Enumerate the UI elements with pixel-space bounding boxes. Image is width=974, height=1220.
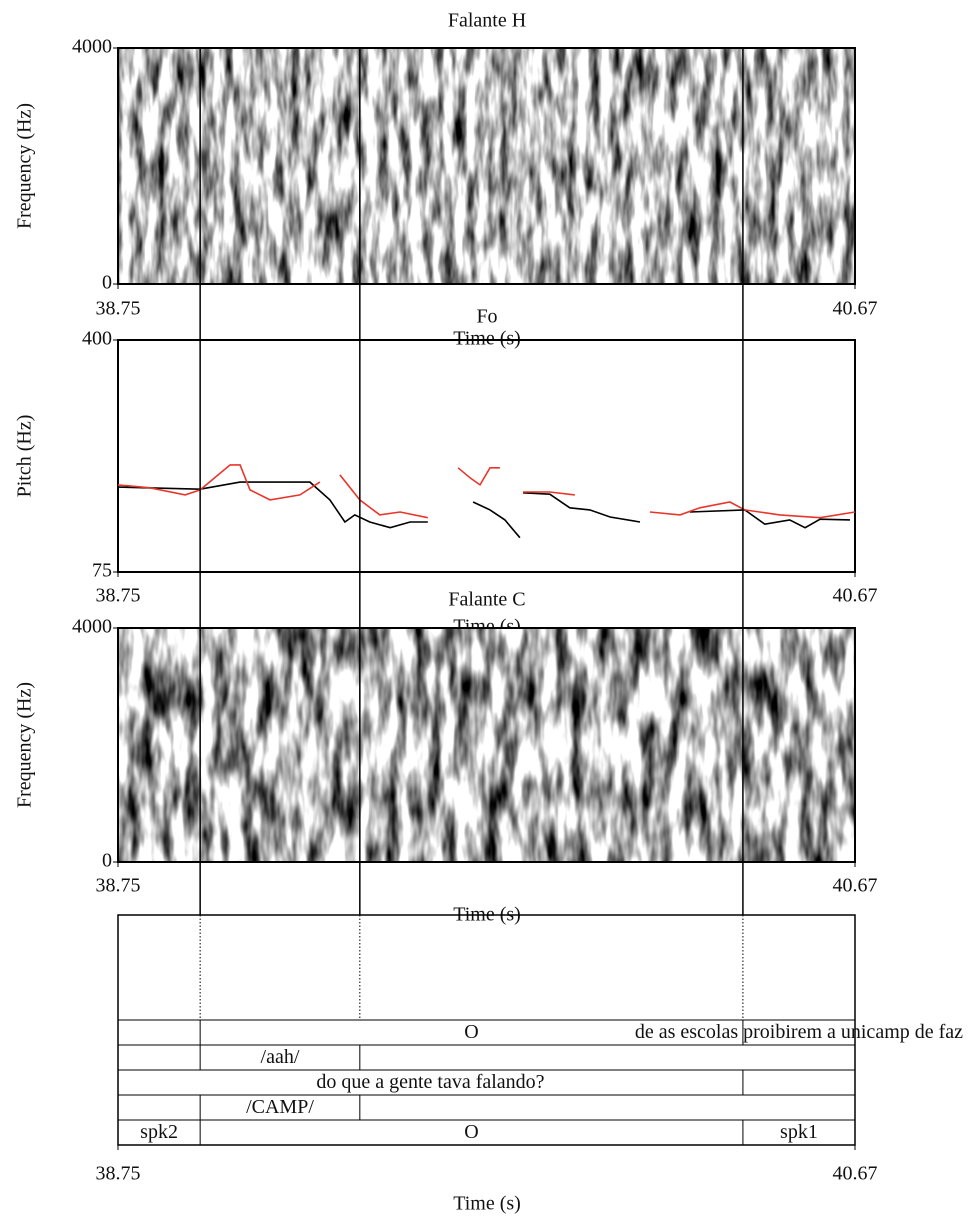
x-tick-label: 38.75 — [96, 298, 141, 320]
x-tick-label: 40.67 — [833, 585, 878, 607]
plot-frame — [117, 339, 856, 573]
x-tick-label: 40.67 — [833, 298, 878, 320]
y-tick-label: 4000 — [72, 36, 112, 58]
chart-title: Falante C — [448, 589, 525, 611]
spectrogram-image — [118, 628, 855, 862]
spectrogram-image — [118, 48, 855, 284]
x-axis-label: Time (s) — [453, 328, 521, 350]
interval-label: do que a gente tava falando? — [316, 1071, 544, 1093]
x-axis-label: Time (s) — [453, 1193, 521, 1215]
interval-label: de as escolas proibirem a unicamp de faz — [635, 1021, 963, 1043]
x-tick-label: 40.67 — [833, 1163, 878, 1185]
y-tick-label: 0 — [102, 850, 112, 872]
interval-label: /CAMP/ — [246, 1096, 314, 1118]
y-tick-label: 4000 — [72, 616, 112, 638]
y-tick-label: 0 — [102, 272, 112, 294]
textgrid-frame — [117, 914, 856, 1146]
plot-frame — [117, 47, 856, 285]
y-axis-label: Pitch (Hz) — [14, 415, 36, 498]
y-axis-label: Frequency (Hz) — [14, 103, 36, 229]
pitch-line — [117, 481, 851, 539]
interval-label: /aah/ — [261, 1046, 300, 1068]
y-axis-label: Frequency (Hz) — [14, 682, 36, 808]
x-tick-label: 40.67 — [833, 875, 878, 897]
x-tick-label: 38.75 — [96, 1163, 141, 1185]
plot-frame — [117, 627, 856, 863]
x-tick-label: 38.75 — [96, 875, 141, 897]
x-tick-label: 38.75 — [96, 585, 141, 607]
interval-label: O — [464, 1021, 478, 1043]
pitch-line — [117, 464, 856, 519]
chart-title: Falante H — [448, 10, 526, 32]
interval-label: spk2 — [140, 1121, 178, 1143]
interval-label: spk1 — [780, 1121, 818, 1143]
interval-label: O — [464, 1121, 478, 1143]
y-tick-label: 75 — [92, 560, 112, 582]
y-tick-label: 400 — [82, 328, 112, 350]
chart-title: Fo — [476, 306, 497, 328]
